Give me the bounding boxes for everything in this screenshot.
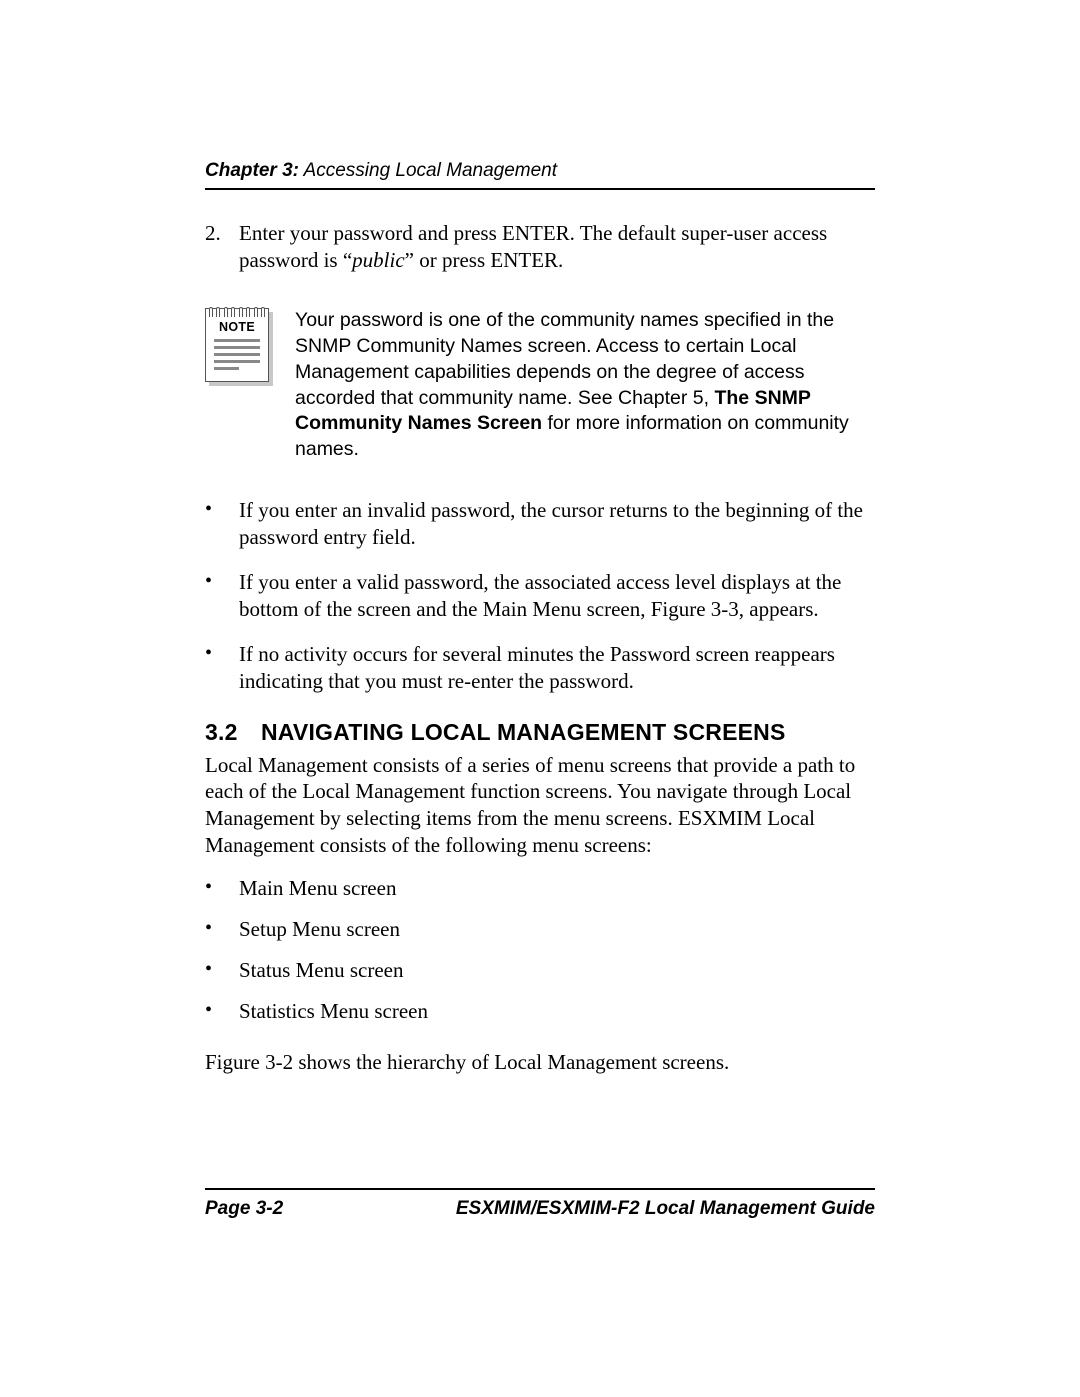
intro-paragraph: Local Management consists of a series of… <box>205 752 875 860</box>
section-title: NAVIGATING LOCAL MANAGEMENT SCREENS <box>261 719 786 746</box>
step-number: 2. <box>205 220 239 274</box>
step-body: Enter your password and press ENTER. The… <box>239 220 875 274</box>
note-block: NOTE Your password is one of the communi… <box>205 308 875 464</box>
running-header: Chapter 3: Accessing Local Management <box>205 160 875 190</box>
footer-doc-title: ESXMIM/ESXMIM-F2 Local Management Guide <box>456 1198 875 1220</box>
section-heading: 3.2 NAVIGATING LOCAL MANAGEMENT SCREENS <box>205 719 875 746</box>
page-content: Chapter 3: Accessing Local Management 2.… <box>205 160 875 1091</box>
chapter-title: Accessing Local Management <box>299 160 557 181</box>
list-item-text: If no activity occurs for several minute… <box>239 641 875 695</box>
numbered-step-2: 2. Enter your password and press ENTER. … <box>205 220 875 274</box>
list-item: If you enter a valid password, the assoc… <box>205 569 875 623</box>
list-item-text: Setup Menu screen <box>239 916 400 943</box>
section-number: 3.2 <box>205 719 261 746</box>
list-item: Setup Menu screen <box>205 916 875 943</box>
list-item: Statistics Menu screen <box>205 998 875 1025</box>
page-footer: Page 3-2 ESXMIM/ESXMIM-F2 Local Manageme… <box>205 1188 875 1220</box>
list-item-text: If you enter a valid password, the assoc… <box>239 569 875 623</box>
note-icon-binding <box>209 307 265 317</box>
list-item-text: Main Menu screen <box>239 875 396 902</box>
list-item-text: Statistics Menu screen <box>239 998 428 1025</box>
bullet-list-b: Main Menu screen Setup Menu screen Statu… <box>205 875 875 1025</box>
closing-paragraph: Figure 3-2 shows the hierarchy of Local … <box>205 1049 875 1076</box>
footer-page-label: Page 3-2 <box>205 1198 283 1220</box>
note-icon-lines <box>214 339 260 374</box>
chapter-label: Chapter 3: <box>205 160 299 181</box>
note-icon-label: NOTE <box>206 320 268 334</box>
note-icon: NOTE <box>205 308 269 382</box>
step-italic-word: public <box>352 248 405 272</box>
list-item: Main Menu screen <box>205 875 875 902</box>
list-item-text: Status Menu screen <box>239 957 403 984</box>
list-item: If you enter an invalid password, the cu… <box>205 497 875 551</box>
list-item-text: If you enter an invalid password, the cu… <box>239 497 875 551</box>
step-text-after: ” or press ENTER. <box>405 248 564 272</box>
list-item: If no activity occurs for several minute… <box>205 641 875 695</box>
list-item: Status Menu screen <box>205 957 875 984</box>
note-text: Your password is one of the community na… <box>295 308 875 464</box>
bullet-list-a: If you enter an invalid password, the cu… <box>205 497 875 694</box>
